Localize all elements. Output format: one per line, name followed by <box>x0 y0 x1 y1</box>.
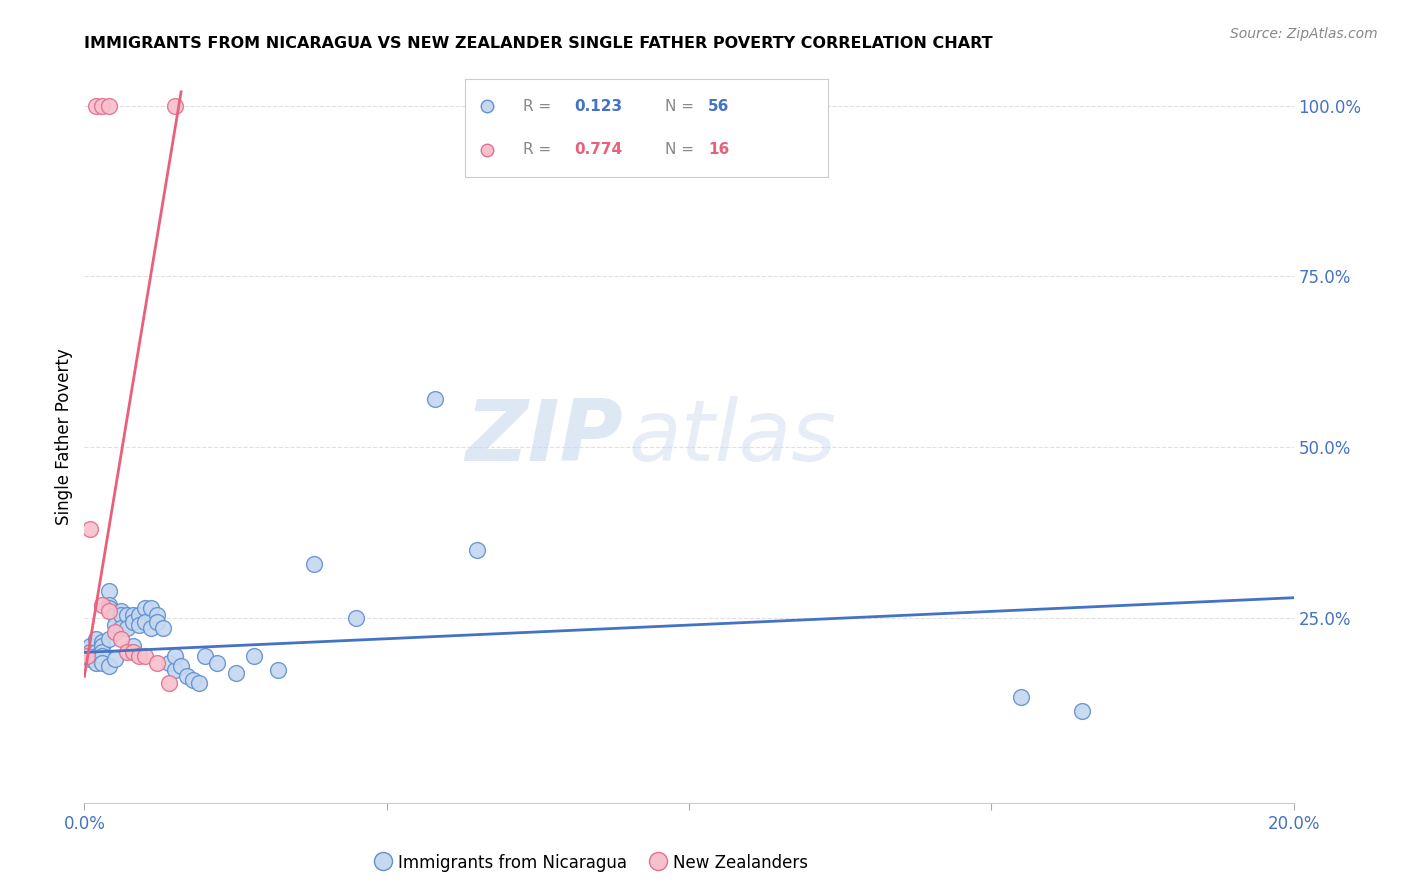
Point <box>152 622 174 636</box>
Point <box>115 645 138 659</box>
Point <box>170 659 193 673</box>
Point <box>86 632 108 646</box>
Point <box>134 615 156 629</box>
Point <box>165 663 187 677</box>
Point <box>302 557 325 571</box>
Point <box>121 639 143 653</box>
Point <box>91 639 114 653</box>
Point <box>115 607 138 622</box>
Point <box>91 656 114 670</box>
Point <box>121 615 143 629</box>
Point <box>181 673 204 687</box>
Point <box>242 648 264 663</box>
Text: atlas: atlas <box>628 395 837 479</box>
Point <box>128 607 150 622</box>
Point <box>1071 704 1094 718</box>
Point <box>97 604 120 618</box>
Point <box>1011 690 1033 704</box>
Point <box>176 669 198 683</box>
Point <box>86 648 108 663</box>
Point <box>115 622 138 636</box>
Point <box>104 652 127 666</box>
Point <box>86 98 108 112</box>
Point <box>121 607 143 622</box>
Point <box>121 645 143 659</box>
Point <box>188 676 211 690</box>
Point <box>97 598 120 612</box>
Point <box>139 601 162 615</box>
Point <box>225 665 247 680</box>
Point <box>76 648 98 663</box>
Point <box>110 604 132 618</box>
Point <box>97 659 120 673</box>
Point <box>346 611 368 625</box>
Text: ZIP: ZIP <box>465 395 623 479</box>
Point <box>91 635 114 649</box>
Point <box>146 607 169 622</box>
Point <box>194 648 217 663</box>
Point <box>267 663 290 677</box>
Legend: Immigrants from Nicaragua, New Zealanders: Immigrants from Nicaragua, New Zealander… <box>370 847 815 879</box>
Point <box>86 656 108 670</box>
Point <box>91 598 114 612</box>
Point <box>128 618 150 632</box>
Point <box>79 639 101 653</box>
Point <box>157 676 180 690</box>
Point <box>79 652 101 666</box>
Point <box>79 645 101 659</box>
Point <box>104 607 127 622</box>
Point <box>86 645 108 659</box>
Point <box>104 618 127 632</box>
Point <box>139 622 162 636</box>
Text: IMMIGRANTS FROM NICARAGUA VS NEW ZEALANDER SINGLE FATHER POVERTY CORRELATION CHA: IMMIGRANTS FROM NICARAGUA VS NEW ZEALAND… <box>84 36 993 51</box>
Point <box>146 656 169 670</box>
Point <box>128 648 150 663</box>
Point <box>157 656 180 670</box>
Point <box>97 583 120 598</box>
Point <box>79 522 101 536</box>
Point <box>76 648 98 663</box>
Point <box>110 632 132 646</box>
Point <box>423 392 446 407</box>
Point <box>467 542 489 557</box>
Point <box>110 622 132 636</box>
Y-axis label: Single Father Poverty: Single Father Poverty <box>55 349 73 525</box>
Point <box>110 607 132 622</box>
Point <box>165 648 187 663</box>
Point <box>91 648 114 663</box>
Point <box>146 615 169 629</box>
Text: Source: ZipAtlas.com: Source: ZipAtlas.com <box>1230 27 1378 41</box>
Point <box>134 601 156 615</box>
Point <box>91 98 114 112</box>
Point <box>97 601 120 615</box>
Point <box>207 656 229 670</box>
Point <box>165 98 187 112</box>
Point <box>97 632 120 646</box>
Point <box>91 645 114 659</box>
Point <box>97 98 120 112</box>
Point <box>104 624 127 639</box>
Point <box>134 648 156 663</box>
